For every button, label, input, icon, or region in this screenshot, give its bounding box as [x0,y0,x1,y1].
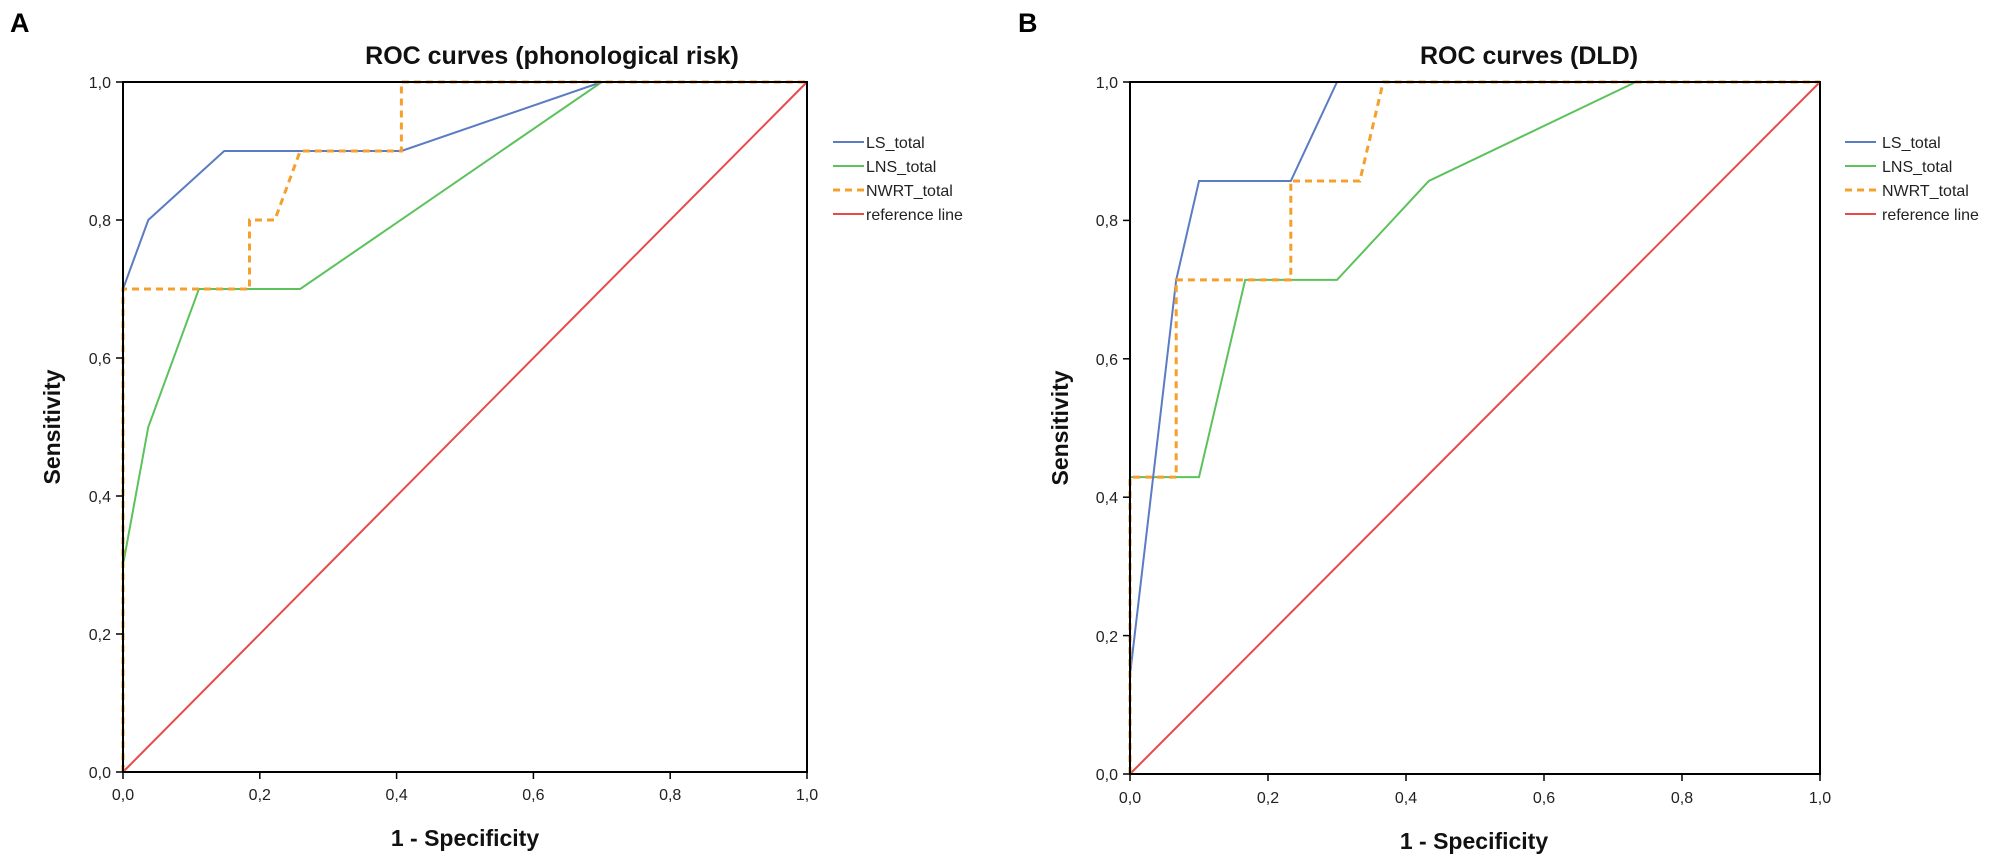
series-layer-b [1128,80,1821,775]
series-layer-a [121,80,808,773]
x-axis-a: 0,0 0,2 0,4 0,6 0,8 1,0 1 - Specificity [112,772,818,851]
y-tick-label: 0,2 [1096,629,1118,646]
y-tick-label: 0,4 [89,489,111,506]
legend-label-lns-total: LNS_total [866,159,936,176]
x-tick-label: 0,4 [1395,790,1417,807]
series-line-reference-line [1129,81,1821,775]
y-tick-label: 0,8 [1096,213,1118,230]
x-tick-label: 1,0 [1809,790,1831,807]
y-tick-label: 0,4 [1096,490,1118,507]
legend-label-lns-total: LNS_total [1882,159,1952,176]
y-axis-a: 0,0 0,2 0,4 0,6 0,8 1,0 Sensitivity [39,75,123,782]
series-line-nwrt-total [121,80,807,772]
x-tick-label: 0,8 [1671,790,1693,807]
legend-a: LS_total LNS_total NWRT_total reference … [833,135,963,224]
plot-area-a [122,81,808,773]
y-axis-b: 0,0 0,2 0,4 0,6 0,8 1,0 Sensitivity [1047,75,1130,784]
y-tick-label: 0,6 [1096,352,1118,369]
plot-area-b [1129,81,1821,775]
y-tick-label: 0,2 [89,627,111,644]
x-tick-label: 0,2 [1257,790,1279,807]
legend-label-nwrt-total: NWRT_total [1882,183,1969,200]
y-tick-label: 0,8 [89,213,111,230]
series-line-nwrt-total [1128,80,1820,774]
x-axis-label-a: 1 - Specificity [391,825,539,851]
panel-a: A ROC curves (phonological risk) 0,0 0,2… [10,8,963,851]
y-tick-label: 0,0 [1096,767,1118,784]
x-tick-label: 0,6 [522,787,544,804]
y-axis-label-a: Sensitivity [39,369,65,484]
legend-label-reference-line: reference line [1882,207,1979,224]
series-line-reference-line [122,81,808,773]
y-tick-label: 1,0 [1096,75,1118,92]
x-tick-label: 0,6 [1533,790,1555,807]
x-tick-label: 0,8 [659,787,681,804]
panel-letter-a: A [10,8,30,38]
chart-title-b: ROC curves (DLD) [1420,42,1638,70]
panel-b: B ROC curves (DLD) 0,0 0,2 0,4 0,6 0,8 1… [1018,8,1979,854]
panel-letter-b: B [1018,8,1038,38]
x-tick-label: 0,2 [249,787,271,804]
y-tick-label: 0,6 [89,351,111,368]
legend-label-nwrt-total: NWRT_total [866,183,953,200]
legend-label-ls-total: LS_total [1882,135,1941,152]
x-axis-label-b: 1 - Specificity [1400,828,1548,854]
x-tick-label: 0,4 [385,787,407,804]
x-tick-label: 0,0 [112,787,134,804]
y-tick-label: 0,0 [89,765,111,782]
y-axis-label-b: Sensitivity [1047,370,1073,485]
x-tick-label: 0,0 [1119,790,1141,807]
legend-label-ls-total: LS_total [866,135,925,152]
legend-b: LS_total LNS_total NWRT_total reference … [1845,135,1979,224]
legend-label-reference-line: reference line [866,207,963,224]
y-tick-label: 1,0 [89,75,111,92]
chart-title-a: ROC curves (phonological risk) [365,42,739,70]
x-axis-b: 0,0 0,2 0,4 0,6 0,8 1,0 1 - Specificity [1119,774,1831,854]
x-tick-label: 1,0 [796,787,818,804]
